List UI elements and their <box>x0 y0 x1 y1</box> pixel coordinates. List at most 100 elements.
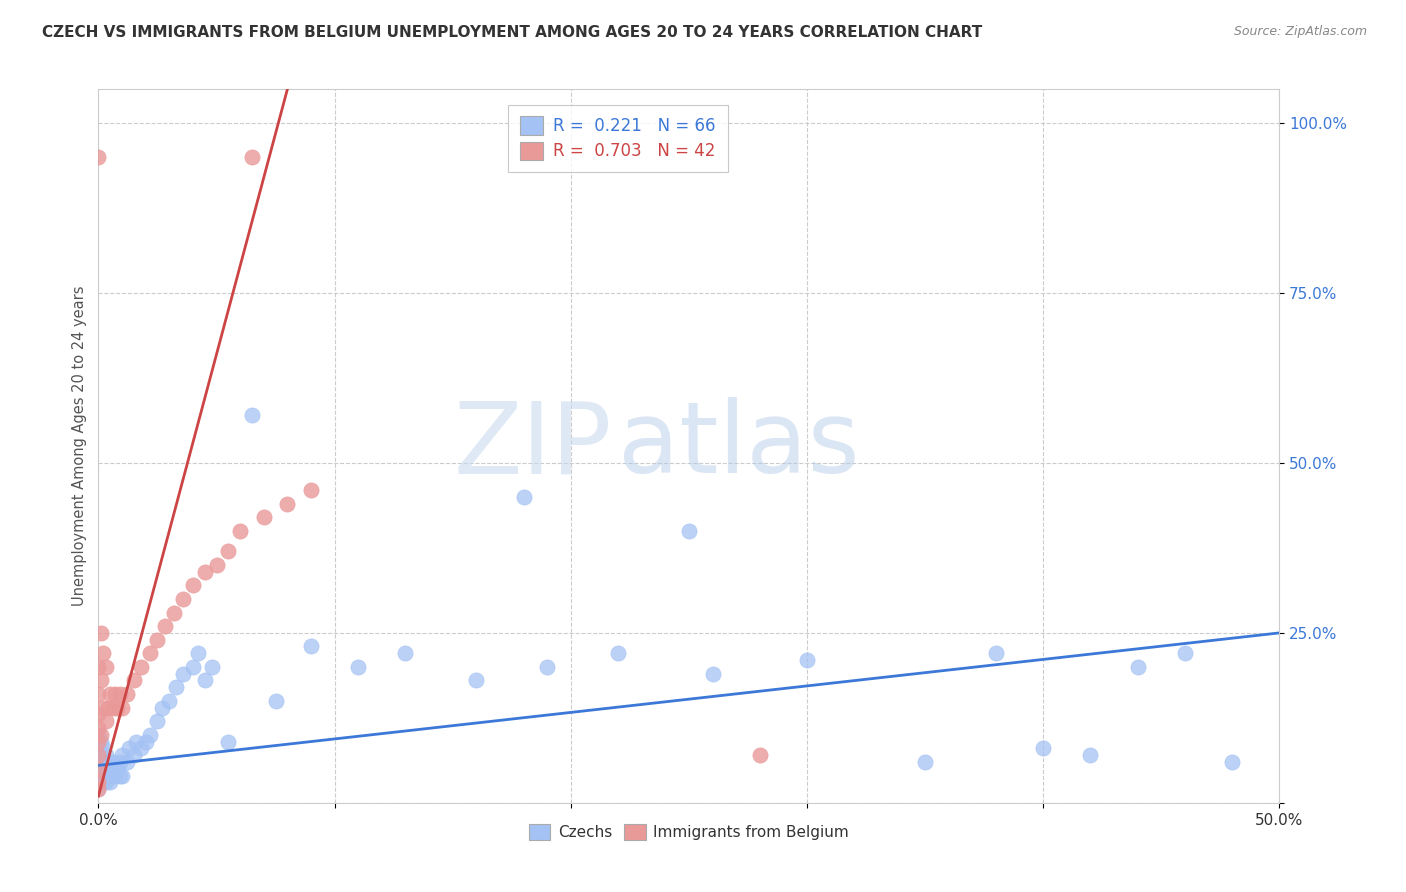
Point <box>181 578 204 592</box>
Point <box>678 524 700 538</box>
Text: ZIP: ZIP <box>454 398 612 494</box>
Point <box>1032 741 1054 756</box>
Point <box>139 728 162 742</box>
Point <box>108 769 131 783</box>
Point <box>87 707 110 722</box>
Point <box>240 409 263 423</box>
Point <box>90 748 112 763</box>
Point <box>172 666 194 681</box>
Point <box>97 769 120 783</box>
Point <box>150 700 173 714</box>
Point <box>276 497 298 511</box>
Point <box>101 700 124 714</box>
Point <box>135 734 157 748</box>
Point <box>914 755 936 769</box>
Point <box>91 646 114 660</box>
Point <box>217 544 239 558</box>
Point <box>87 741 110 756</box>
Point <box>94 775 117 789</box>
Point <box>91 755 114 769</box>
Point <box>87 775 110 789</box>
Point <box>104 687 127 701</box>
Point <box>181 660 204 674</box>
Point <box>122 673 145 688</box>
Point <box>91 741 114 756</box>
Text: Source: ZipAtlas.com: Source: ZipAtlas.com <box>1233 25 1367 38</box>
Point <box>87 755 110 769</box>
Point <box>194 565 217 579</box>
Point <box>87 775 110 789</box>
Point <box>108 687 131 701</box>
Point <box>87 762 110 776</box>
Point <box>229 524 252 538</box>
Point <box>111 748 134 763</box>
Point <box>984 646 1007 660</box>
Point <box>97 755 120 769</box>
Point <box>90 728 112 742</box>
Point <box>87 782 110 797</box>
Point <box>87 748 110 763</box>
Point <box>157 694 180 708</box>
Point <box>87 748 110 763</box>
Point <box>87 660 110 674</box>
Point <box>1080 748 1102 763</box>
Point <box>163 606 186 620</box>
Point <box>394 646 416 660</box>
Point <box>111 700 134 714</box>
Point <box>87 721 110 735</box>
Point <box>90 626 112 640</box>
Point <box>129 741 152 756</box>
Point <box>153 619 176 633</box>
Point <box>125 734 148 748</box>
Text: CZECH VS IMMIGRANTS FROM BELGIUM UNEMPLOYMENT AMONG AGES 20 TO 24 YEARS CORRELAT: CZECH VS IMMIGRANTS FROM BELGIUM UNEMPLO… <box>42 25 983 40</box>
Point <box>101 755 124 769</box>
Point <box>91 769 114 783</box>
Point <box>465 673 488 688</box>
Point <box>90 762 112 776</box>
Point <box>253 510 276 524</box>
Point <box>97 700 120 714</box>
Point <box>205 558 228 572</box>
Point <box>146 714 169 729</box>
Point <box>118 741 141 756</box>
Point <box>98 687 121 701</box>
Point <box>1174 646 1197 660</box>
Point <box>217 734 239 748</box>
Point <box>240 150 263 164</box>
Point <box>94 762 117 776</box>
Point <box>94 714 117 729</box>
Point <box>105 762 128 776</box>
Point <box>1126 660 1149 674</box>
Point <box>98 775 121 789</box>
Point <box>194 673 217 688</box>
Point <box>607 646 630 660</box>
Point <box>165 680 187 694</box>
Point <box>115 755 138 769</box>
Point <box>702 666 724 681</box>
Point <box>90 673 112 688</box>
Legend: Czechs, Immigrants from Belgium: Czechs, Immigrants from Belgium <box>523 818 855 847</box>
Point <box>172 591 194 606</box>
Point <box>139 646 162 660</box>
Point <box>90 775 112 789</box>
Point <box>748 748 770 763</box>
Point <box>101 769 124 783</box>
Point <box>104 769 127 783</box>
Point <box>91 700 114 714</box>
Point <box>87 734 110 748</box>
Point <box>796 653 818 667</box>
Point <box>87 150 110 164</box>
Point <box>122 748 145 763</box>
Point <box>115 687 138 701</box>
Point <box>87 762 110 776</box>
Point <box>108 755 131 769</box>
Point <box>94 660 117 674</box>
Point <box>1220 755 1243 769</box>
Text: atlas: atlas <box>619 398 859 494</box>
Point <box>105 700 128 714</box>
Point <box>264 694 287 708</box>
Point <box>87 728 110 742</box>
Point <box>536 660 558 674</box>
Point <box>87 769 110 783</box>
Point <box>98 762 121 776</box>
